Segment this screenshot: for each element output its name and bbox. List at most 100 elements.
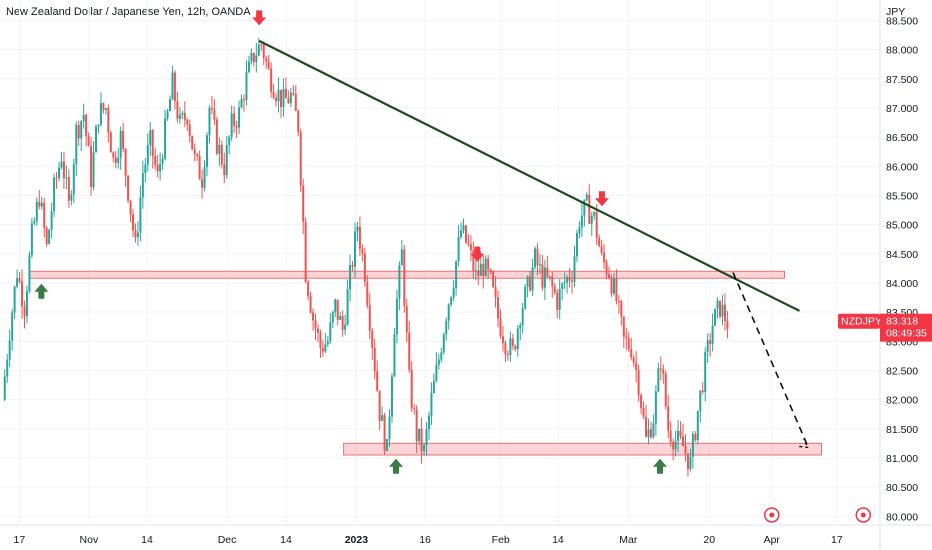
- candle-body: [210, 108, 213, 110]
- candle-body: [442, 334, 445, 353]
- candle-body: [201, 179, 204, 188]
- candle-body: [588, 194, 591, 224]
- candle-body: [403, 249, 406, 307]
- candle-body: [529, 276, 532, 291]
- candle-body: [551, 276, 554, 287]
- candle-body: [694, 434, 697, 441]
- candle-body: [640, 395, 643, 409]
- candle-body: [225, 145, 228, 176]
- candle-body: [114, 157, 117, 163]
- candle-body: [524, 286, 527, 309]
- candle-body: [102, 103, 105, 111]
- candle-body: [11, 312, 14, 341]
- candle-body: [28, 255, 31, 292]
- x-tick-label: Feb: [492, 534, 510, 546]
- candle-body: [652, 423, 655, 438]
- candle-body: [77, 125, 80, 139]
- candle-body: [319, 332, 322, 349]
- x-tick-label: Apr: [764, 534, 781, 546]
- candle-body: [425, 429, 428, 446]
- candle-body: [50, 211, 53, 230]
- candle-body: [188, 124, 191, 136]
- candle-body: [598, 237, 601, 247]
- candle-body: [215, 119, 218, 154]
- candle-body: [538, 264, 541, 266]
- candle-body: [721, 304, 724, 317]
- down-arrow-icon: [594, 191, 609, 207]
- candle-body: [408, 332, 411, 370]
- y-tick-label: 88.500: [886, 15, 918, 27]
- candle-body: [275, 97, 278, 102]
- candle-body: [139, 197, 142, 233]
- y-tick-label: 82.000: [886, 395, 918, 407]
- candle-body: [514, 345, 517, 350]
- candle-body: [487, 258, 490, 270]
- candle-body: [381, 415, 384, 421]
- candle-body: [373, 347, 376, 372]
- candle-body: [85, 114, 88, 136]
- candle-body: [593, 212, 596, 216]
- candle-body: [38, 201, 41, 207]
- candle-body: [173, 72, 176, 102]
- candle-body: [104, 108, 107, 111]
- candle-body: [358, 226, 361, 249]
- candle-body: [677, 430, 680, 441]
- candle-body: [353, 231, 356, 267]
- candle-body: [92, 152, 95, 187]
- candle-body: [457, 237, 460, 262]
- candle-body: [279, 89, 282, 107]
- candle-body: [270, 68, 273, 92]
- candle-body: [171, 72, 174, 100]
- candle-body: [645, 416, 648, 437]
- candle-body: [284, 89, 287, 99]
- candle-body: [489, 269, 492, 272]
- candle-body: [499, 318, 502, 337]
- candle-body: [218, 144, 221, 154]
- y-axis-bg: [880, 0, 932, 550]
- candle-body: [220, 144, 223, 165]
- candle-body: [277, 89, 280, 102]
- candle-body: [534, 248, 537, 268]
- candle-body: [383, 415, 386, 452]
- candle-body: [321, 348, 324, 352]
- candle-body: [33, 221, 36, 224]
- candle-body: [99, 103, 102, 125]
- markers: [34, 10, 872, 523]
- candle-body: [25, 291, 28, 317]
- candle-body: [159, 163, 162, 172]
- price-tag: [880, 313, 932, 342]
- candle-body: [242, 99, 245, 101]
- candle-body: [390, 376, 393, 417]
- candle-body: [603, 252, 606, 263]
- candle-body: [580, 215, 583, 228]
- candle-body: [622, 316, 625, 337]
- candle-body: [132, 214, 135, 231]
- candle-body: [556, 292, 559, 310]
- candle-body: [16, 278, 19, 287]
- candle-body: [13, 286, 16, 313]
- candle-body: [699, 390, 702, 411]
- candle-body: [413, 408, 416, 410]
- candle-body: [494, 286, 497, 298]
- candle-body: [378, 390, 381, 421]
- candle-body: [388, 416, 391, 439]
- candle-body: [62, 161, 65, 179]
- y-tick-label: 85.500: [886, 190, 918, 202]
- candle-body: [519, 325, 522, 329]
- candle-body: [546, 267, 549, 277]
- candle-body: [262, 44, 265, 59]
- candle-body: [706, 340, 709, 353]
- candle-body: [344, 324, 347, 330]
- candle-body: [136, 232, 139, 238]
- resistance-zone: [28, 270, 786, 279]
- candle-body: [346, 289, 349, 325]
- candle-body: [590, 215, 593, 224]
- candle-body: [573, 256, 576, 282]
- candle-body: [460, 230, 463, 238]
- trendline: [258, 39, 800, 312]
- candle-body: [53, 177, 56, 212]
- candle-body: [575, 233, 578, 257]
- up-arrow-icon: [34, 283, 49, 299]
- candle-body: [679, 430, 682, 437]
